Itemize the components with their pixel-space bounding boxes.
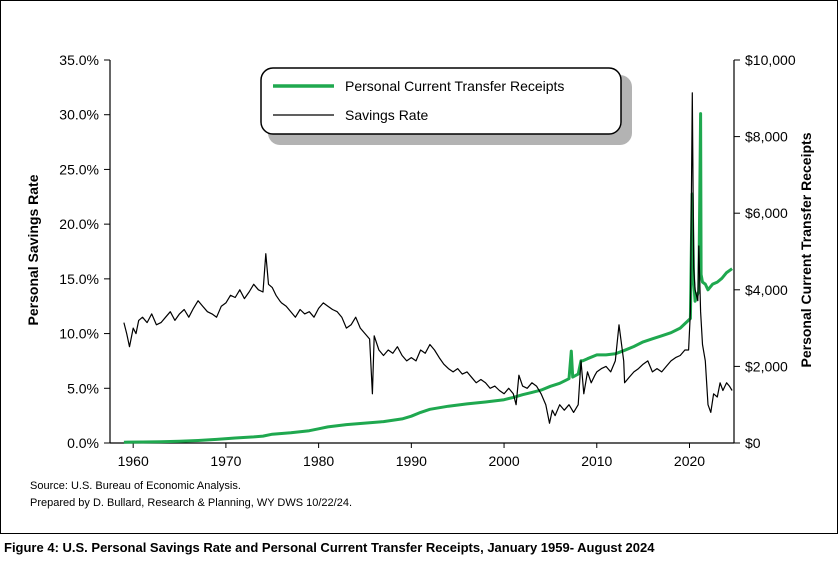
chart: 1960 1970 1980 1990 2000 2010 2020 0.0% 5.0% 10.… <box>25 52 814 469</box>
x-tick-label: 1980 <box>303 453 334 469</box>
x-tick-label: 1990 <box>396 453 427 469</box>
y2-tick-label: $0 <box>745 435 761 451</box>
y-tick-label: 15.0% <box>59 271 99 287</box>
legend-box <box>260 67 622 135</box>
left-y-ticks: 0.0% 5.0% 10.0% 15.0% 20.0% 25.0% 30.0% 35.0% <box>59 52 110 451</box>
x-tick-label: 2000 <box>488 453 519 469</box>
y2-tick-label: $4,000 <box>745 282 788 298</box>
right-axis-title: Personal Current Transfer Receipts <box>798 132 814 367</box>
y2-tick-label: $2,000 <box>745 358 788 374</box>
x-tick-label: 1970 <box>210 453 241 469</box>
y-tick-label: 25.0% <box>59 161 99 177</box>
y-tick-label: 0.0% <box>67 435 99 451</box>
source-line-2: Prepared by D. Bullard, Research & Plann… <box>30 497 353 509</box>
figure-caption: Figure 4: U.S. Personal Savings Rate and… <box>4 540 655 555</box>
y-tick-label: 5.0% <box>67 380 99 396</box>
y2-tick-label: $10,000 <box>745 52 796 68</box>
legend-label-savings: Savings Rate <box>345 107 428 123</box>
y-tick-label: 35.0% <box>59 52 99 68</box>
y2-tick-label: $8,000 <box>745 129 788 145</box>
source-line-1: Source: U.S. Bureau of Economic Analysis… <box>30 480 241 492</box>
left-axis-title: Personal Savings Rate <box>25 174 41 325</box>
x-tick-label: 1960 <box>118 453 149 469</box>
series-line-transfers <box>123 112 733 444</box>
legend-label-transfers: Personal Current Transfer Receipts <box>345 78 564 94</box>
series-layer <box>123 92 733 444</box>
x-tick-label: 2020 <box>674 453 705 469</box>
source-note: Source: U.S. Bureau of Economic Analysis… <box>30 478 352 512</box>
y-tick-label: 10.0% <box>59 326 99 342</box>
x-ticks: 1960 1970 1980 1990 2000 2010 2020 <box>118 443 705 469</box>
series-line-savings <box>123 92 733 424</box>
legend: Personal Current Transfer Receipts Savin… <box>260 67 632 145</box>
right-y-ticks: $0 $2,000 $4,000 $6,000 $8,000 $10,000 <box>734 52 796 451</box>
y-tick-label: 30.0% <box>59 107 99 123</box>
y-tick-label: 20.0% <box>59 216 99 232</box>
y2-tick-label: $6,000 <box>745 205 788 221</box>
x-tick-label: 2010 <box>581 453 612 469</box>
